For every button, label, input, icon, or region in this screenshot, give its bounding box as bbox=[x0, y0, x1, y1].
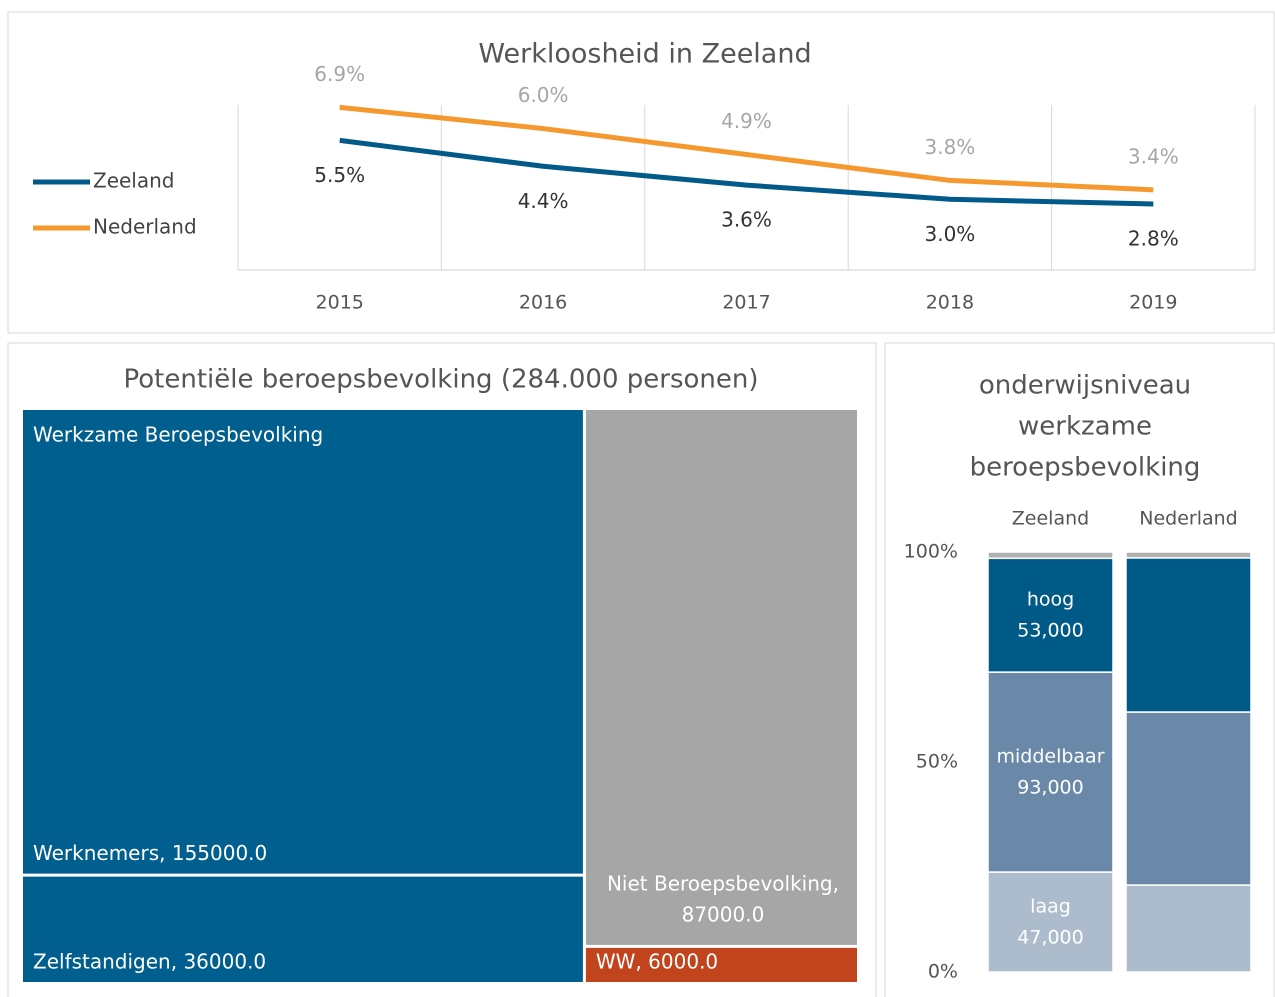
bar-segment bbox=[1125, 551, 1252, 559]
panel bbox=[884, 342, 1275, 997]
segment-label: middelbaar bbox=[996, 746, 1104, 768]
x-tick-label: Zeeland bbox=[1012, 508, 1089, 530]
bar-segment bbox=[1125, 884, 1252, 973]
y-tick-label: 0% bbox=[928, 961, 958, 983]
tile bbox=[585, 410, 857, 945]
data-label: 2.8% bbox=[1128, 227, 1179, 251]
segment-label: hoog bbox=[1027, 589, 1074, 611]
bar-segment bbox=[987, 871, 1114, 973]
tile bbox=[23, 876, 583, 982]
x-tick-label: 2018 bbox=[926, 292, 974, 314]
data-label: 4.9% bbox=[721, 109, 772, 133]
data-label: 3.0% bbox=[924, 222, 975, 246]
panel bbox=[7, 11, 1275, 334]
segment-label: laag bbox=[1030, 896, 1071, 918]
bar-segment bbox=[987, 557, 1114, 673]
y-tick-label: 100% bbox=[904, 541, 958, 563]
tile bbox=[585, 947, 857, 982]
line bbox=[339, 104, 1154, 193]
x-tick-label: 2015 bbox=[316, 292, 364, 314]
bar-segment bbox=[1125, 557, 1252, 713]
chart-title: Werkloosheid in Zeeland bbox=[478, 39, 811, 70]
bar-segment bbox=[1125, 711, 1252, 886]
panel bbox=[7, 342, 877, 997]
x-tick-label: 2016 bbox=[519, 292, 567, 314]
legend-label: Nederland bbox=[93, 215, 197, 239]
chart-title: Potentiële beroepsbevolking (284.000 per… bbox=[123, 365, 758, 395]
data-label: 3.8% bbox=[924, 135, 975, 159]
data-label: 3.4% bbox=[1128, 144, 1179, 168]
data-label: 5.5% bbox=[314, 163, 365, 187]
chart-title: onderwijsniveau bbox=[979, 371, 1191, 401]
legend-label: Zeeland bbox=[93, 169, 175, 193]
chart-title: beroepsbevolking bbox=[970, 453, 1201, 483]
tile bbox=[23, 410, 583, 874]
data-label: 6.9% bbox=[314, 62, 365, 86]
x-tick-label: 2017 bbox=[722, 292, 770, 314]
data-label: 4.4% bbox=[518, 189, 569, 213]
tile-label: 87000.0 bbox=[682, 902, 765, 926]
tile-label: WW, 6000.0 bbox=[596, 950, 718, 974]
y-tick-label: 50% bbox=[916, 751, 958, 773]
data-label: 47,000 bbox=[1017, 927, 1083, 949]
tile-label: Werknemers, 155000.0 bbox=[33, 841, 267, 865]
tile-label: Niet Beroepsbevolking, bbox=[607, 871, 839, 895]
line bbox=[339, 137, 1154, 207]
x-tick-label: Nederland bbox=[1139, 508, 1238, 530]
data-label: 3.6% bbox=[721, 208, 772, 232]
chart-title: werkzame bbox=[1018, 412, 1152, 442]
bar-segment bbox=[987, 551, 1114, 560]
group-label: Werkzame Beroepsbevolking bbox=[33, 423, 323, 447]
bar-segment bbox=[987, 671, 1114, 873]
data-label: 53,000 bbox=[1017, 620, 1083, 642]
data-label: 6.0% bbox=[518, 83, 569, 107]
data-label: 93,000 bbox=[1017, 777, 1083, 799]
x-tick-label: 2019 bbox=[1129, 292, 1177, 314]
tile-label: Zelfstandigen, 36000.0 bbox=[33, 950, 266, 974]
